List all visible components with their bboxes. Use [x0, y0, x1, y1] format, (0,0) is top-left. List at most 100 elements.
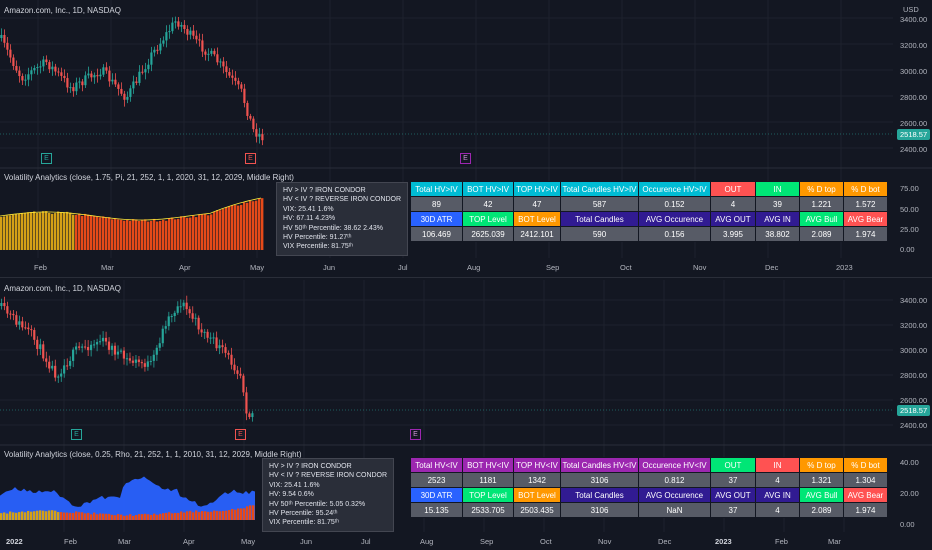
- hv-histogram-bar: [177, 218, 180, 250]
- candle-body: [84, 75, 87, 86]
- hv-histogram-bar: [99, 217, 102, 250]
- hv-histogram-bar: [189, 217, 192, 250]
- candle-body: [128, 358, 131, 361]
- hv-histogram-bar: [63, 512, 66, 520]
- candle-body: [113, 345, 117, 355]
- candle-body: [12, 313, 15, 316]
- candle-body: [21, 321, 24, 328]
- candle-body: [72, 349, 75, 361]
- candle-body: [242, 375, 245, 393]
- tooltip-line: HV < IV ? REVERSE IRON CONDOR: [269, 472, 388, 480]
- hv-histogram-bar: [243, 202, 246, 250]
- candle-body: [126, 96, 129, 100]
- table-cell: 1.321: [799, 472, 844, 488]
- bottom-time-tick: 2023: [715, 537, 732, 546]
- earnings-icon[interactable]: E: [71, 429, 82, 440]
- candle-body: [80, 346, 84, 348]
- bottom-indicator-label[interactable]: Volatility Analytics (close, 0.25, Rho, …: [4, 450, 302, 459]
- table-cell: 1.304: [843, 472, 888, 488]
- hv-histogram-bar: [99, 513, 102, 520]
- hv-histogram-bar: [51, 510, 54, 520]
- hv-histogram-bar: [75, 511, 78, 520]
- top-time-tick: Sep: [546, 263, 560, 272]
- top-price-tick: 3200.00: [900, 41, 928, 50]
- candle-body: [42, 344, 45, 359]
- table-cell: 106.469: [410, 226, 463, 242]
- candle-body: [216, 54, 219, 63]
- hv-histogram-bar: [240, 204, 243, 250]
- table-header-cell: % D bot: [843, 181, 888, 197]
- candle-body: [176, 306, 179, 313]
- hv-histogram-bar: [63, 212, 66, 250]
- candle-body: [164, 326, 167, 329]
- earnings-icon[interactable]: E: [410, 429, 421, 440]
- table-header-cell: TOP Level: [462, 487, 514, 503]
- candle-body: [9, 313, 12, 315]
- tooltip-line: HV 50ᵗʰ Percentile: 38.62 2.43%: [283, 224, 383, 232]
- earnings-icon[interactable]: E: [460, 153, 471, 164]
- hv-histogram-bar: [231, 508, 234, 520]
- earnings-icon[interactable]: E: [245, 153, 256, 164]
- candle-body: [246, 102, 249, 116]
- hv-histogram-bar: [78, 512, 81, 520]
- hv-histogram-bar: [195, 510, 198, 520]
- candle-body: [66, 78, 69, 88]
- top-chart-pane[interactable]: Amazon.com, Inc., 1D, NASDAQ USD 3400.00…: [0, 0, 932, 276]
- bottom-indicator-tick: 40.00: [900, 458, 919, 467]
- hv-histogram-bar: [231, 205, 234, 250]
- bottom-time-tick: May: [241, 537, 256, 546]
- candle-body: [210, 50, 213, 54]
- hv-histogram-bar: [171, 513, 174, 520]
- hv-histogram-bar: [72, 512, 75, 520]
- hv-histogram-bar: [171, 217, 174, 250]
- hv-histogram-bar: [129, 514, 132, 520]
- hv-histogram-bar: [198, 512, 201, 520]
- candle-body: [144, 69, 147, 73]
- bottom-time-tick: 2022: [6, 537, 23, 546]
- hv-histogram-bar: [21, 213, 24, 250]
- top-indicator-tick: 75.00: [900, 184, 919, 193]
- earnings-icon[interactable]: E: [235, 429, 246, 440]
- candle-body: [72, 87, 75, 92]
- hv-histogram-bar: [135, 515, 138, 520]
- candle-body: [60, 373, 63, 377]
- candle-body: [149, 360, 152, 362]
- table-cell: 1181: [462, 472, 514, 488]
- bottom-time-tick: Feb: [775, 537, 788, 546]
- candle-body: [87, 73, 90, 76]
- candle-body: [27, 327, 30, 330]
- hv-histogram-bar: [222, 510, 225, 520]
- hv-histogram-bar: [132, 515, 135, 520]
- hv-histogram-bar: [177, 512, 180, 520]
- table-header-cell: BOT HV<IV: [462, 457, 514, 473]
- table-cell: 590: [560, 226, 639, 242]
- table-header-cell: IN: [755, 181, 800, 197]
- bottom-chart-pane[interactable]: Amazon.com, Inc., 1D, NASDAQ 3400.00 320…: [0, 280, 932, 550]
- candle-body: [15, 315, 18, 325]
- table-cell: 2523: [410, 472, 463, 488]
- hv-histogram-bar: [222, 209, 225, 250]
- hv-histogram-bar: [189, 510, 192, 520]
- hv-histogram-bar: [105, 513, 108, 520]
- hv-histogram-bar: [33, 511, 36, 520]
- candle-body: [243, 88, 246, 103]
- candle-body: [30, 329, 33, 331]
- candle-body: [158, 343, 161, 348]
- candle-body: [219, 61, 222, 63]
- earnings-icon[interactable]: E: [41, 153, 52, 164]
- tooltip-line: HV 50ᵗʰ Percentile: 5.05 0.32%: [269, 500, 366, 508]
- top-chart-canvas[interactable]: [0, 0, 932, 276]
- table-header-cell: % D top: [799, 181, 844, 197]
- top-last-price-tag: 2518.57: [897, 129, 931, 140]
- hv-histogram-bar: [78, 213, 81, 250]
- top-indicator-label[interactable]: Volatility Analytics (close, 1.75, Pi, 2…: [4, 173, 294, 182]
- hv-histogram-bar: [9, 511, 12, 520]
- hv-histogram-bar: [147, 514, 150, 520]
- table-header-cell: OUT: [710, 181, 756, 197]
- candle-body: [191, 313, 194, 319]
- candle-body: [104, 337, 108, 342]
- hv-histogram-bar: [54, 213, 57, 250]
- candle-body: [48, 361, 51, 369]
- tooltip-line: VIX Percentile: 81.75ᵗʰ: [269, 519, 339, 527]
- hv-histogram-bar: [150, 220, 153, 250]
